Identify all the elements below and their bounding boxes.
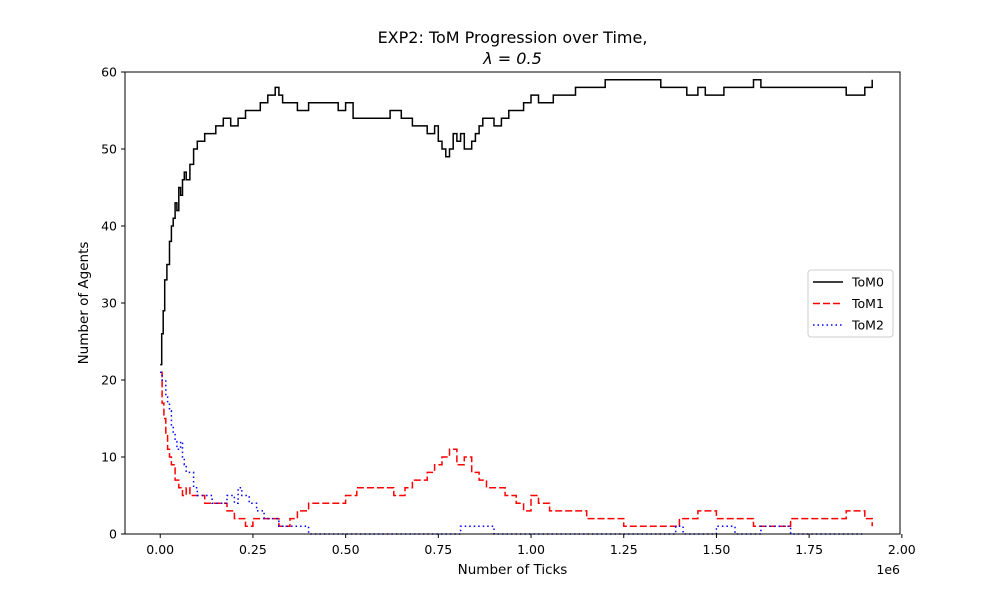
legend-label-tom2: ToM2 bbox=[851, 318, 884, 333]
chart-subtitle: λ = 0.5 bbox=[482, 49, 542, 68]
x-tick-label: 1.75 bbox=[795, 542, 823, 557]
y-tick-label: 20 bbox=[101, 373, 117, 388]
ticks-layer: 0.00 0.25 0.50 0.75 1.00 1.25 1.50 1.75 2.00 0 10 2… bbox=[101, 65, 916, 558]
x-tick-label: 0.00 bbox=[146, 542, 174, 557]
y-axis-label: Number of Agents bbox=[76, 242, 92, 365]
x-tick-label: 0.75 bbox=[424, 542, 452, 557]
x-tick-label: 1.25 bbox=[610, 542, 638, 557]
x-tick-label: 0.25 bbox=[239, 542, 267, 557]
y-tick-label: 60 bbox=[101, 65, 117, 80]
series-layer bbox=[160, 78, 873, 535]
y-tick-label: 50 bbox=[101, 142, 117, 157]
series-line-tom0 bbox=[160, 78, 873, 366]
x-axis-label: Number of Ticks bbox=[458, 562, 568, 578]
x-tick-label: 2.00 bbox=[888, 542, 916, 557]
legend-label-tom1: ToM1 bbox=[851, 296, 884, 311]
plot-frame bbox=[124, 71, 901, 535]
legend-box bbox=[807, 269, 894, 338]
x-tick-label: 1.00 bbox=[517, 542, 545, 557]
legend: ToM0 ToM1 ToM2 bbox=[807, 269, 894, 338]
series-line-tom2 bbox=[160, 371, 865, 535]
x-offset-label: 1e6 bbox=[876, 562, 900, 577]
series-line-tom1 bbox=[160, 371, 873, 528]
y-tick-label: 10 bbox=[101, 450, 117, 465]
x-tick-label: 0.50 bbox=[332, 542, 360, 557]
x-tick-label: 1.50 bbox=[703, 542, 731, 557]
y-tick-label: 0 bbox=[109, 527, 117, 542]
y-tick-label: 40 bbox=[101, 219, 117, 234]
chart-title: EXP2: ToM Progression over Time, bbox=[378, 28, 648, 47]
legend-label-tom0: ToM0 bbox=[851, 275, 884, 290]
y-tick-label: 30 bbox=[101, 296, 117, 311]
